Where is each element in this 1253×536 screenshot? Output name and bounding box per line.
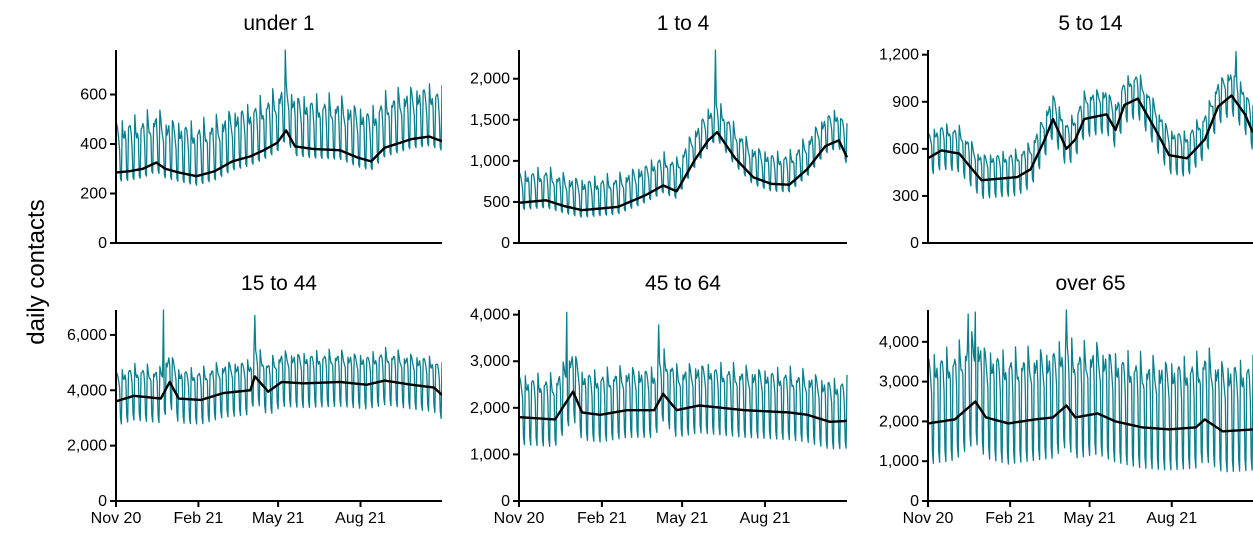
x-tick-label: May 21 <box>1063 510 1116 527</box>
x-tick-label: Aug 21 <box>335 510 386 527</box>
y-tick-label: 0 <box>98 493 107 510</box>
y-tick-label: 300 <box>892 188 919 205</box>
y-tick-label: 3,000 <box>879 374 919 391</box>
series-daily-line <box>518 49 848 218</box>
x-tick-label: Aug 21 <box>1146 510 1197 527</box>
y-tick-label: 2,000 <box>470 71 510 88</box>
series-daily-line <box>115 49 442 186</box>
panel-title: 1 to 4 <box>657 12 710 35</box>
y-tick-label: 3,000 <box>470 353 510 370</box>
y-tick-label: 0 <box>501 493 510 510</box>
y-tick-label: 0 <box>98 235 107 252</box>
y-tick-label: 4,000 <box>470 307 510 324</box>
x-tick-label: May 21 <box>656 510 709 527</box>
series-trend-line <box>518 390 848 423</box>
series-trend-line <box>115 375 442 403</box>
series-daily-line <box>927 309 1253 473</box>
y-tick-label: 0 <box>910 493 919 510</box>
series-trend-line <box>518 130 849 212</box>
y-tick-label: 400 <box>80 136 107 153</box>
y-tick-label: 1,500 <box>470 112 510 129</box>
chart-svg: 45 to 64 0 1,000 2,000 3,000 4,000 Nov 20 Feb 2… <box>470 272 848 527</box>
y-tick-label: 4,000 <box>67 382 107 399</box>
y-tick-label: 600 <box>892 141 919 158</box>
series-trend-line <box>927 400 1253 433</box>
chart-svg: 1 to 4 0 500 1,000 1,500 2,000 <box>470 12 849 252</box>
panel-title: 45 to 64 <box>645 272 721 295</box>
y-tick-label: 1,000 <box>470 446 510 463</box>
x-tick-label: Aug 21 <box>740 510 791 527</box>
chart-svg: 15 to 44 0 2,000 4,000 6,000 Nov 20 Feb 21 May … <box>67 272 442 527</box>
panel-over-65: over 65 0 1,000 2,000 3,000 4,000 Nov 20 Feb 21… <box>850 268 1253 536</box>
y-tick-label: 0 <box>910 235 919 252</box>
y-tick-label: 2,000 <box>67 438 107 455</box>
panel-under-1: under 1 0 200 400 600 <box>70 0 442 268</box>
y-tick-label: 600 <box>80 87 107 104</box>
panel-15-to-44: 15 to 44 0 2,000 4,000 6,000 Nov 20 Feb 21 May … <box>40 268 442 536</box>
panel-1-to-4: 1 to 4 0 500 1,000 1,500 2,000 <box>447 0 853 268</box>
panel-title: under 1 <box>243 12 314 35</box>
series-trend-line <box>927 94 1253 182</box>
y-tick-label: 1,000 <box>879 453 919 470</box>
series-trend-line <box>115 129 442 178</box>
panel-45-to-64: 45 to 64 0 1,000 2,000 3,000 4,000 Nov 20 Feb 2… <box>447 268 853 536</box>
y-tick-label: 500 <box>483 194 510 211</box>
series-daily-line <box>518 311 848 450</box>
series-daily-line <box>115 309 442 425</box>
y-axis-label: daily contacts <box>23 199 50 344</box>
y-tick-label: 2,000 <box>470 400 510 417</box>
y-tick-label: 200 <box>80 186 107 203</box>
y-tick-label: 1,000 <box>470 153 510 170</box>
panel-5-to-14: 5 to 14 0 300 600 900 1,200 <box>850 0 1253 268</box>
panel-title: over 65 <box>1055 272 1125 295</box>
y-tick-label: 4,000 <box>879 334 919 351</box>
x-tick-label: Nov 20 <box>903 510 954 527</box>
x-tick-label: Feb 21 <box>173 510 223 527</box>
chart-svg: under 1 0 200 400 600 <box>80 12 442 252</box>
x-tick-label: Feb 21 <box>985 510 1035 527</box>
series-daily-line <box>927 50 1253 200</box>
y-tick-label: 6,000 <box>67 327 107 344</box>
x-tick-label: Feb 21 <box>577 510 627 527</box>
x-tick-label: Nov 20 <box>494 510 545 527</box>
y-tick-label: 900 <box>892 94 919 111</box>
chart-svg: 5 to 14 0 300 600 900 1,200 <box>879 12 1253 252</box>
x-tick-label: May 21 <box>252 510 305 527</box>
y-tick-label: 0 <box>501 235 510 252</box>
panel-title: 5 to 14 <box>1058 12 1123 35</box>
y-tick-label: 2,000 <box>879 413 919 430</box>
panel-title: 15 to 44 <box>241 272 317 295</box>
chart-svg: over 65 0 1,000 2,000 3,000 4,000 Nov 20 Feb 21… <box>879 272 1253 527</box>
y-axis-label-container: daily contacts <box>0 0 70 536</box>
y-tick-label: 1,200 <box>879 47 919 64</box>
x-tick-label: Nov 20 <box>91 510 142 527</box>
